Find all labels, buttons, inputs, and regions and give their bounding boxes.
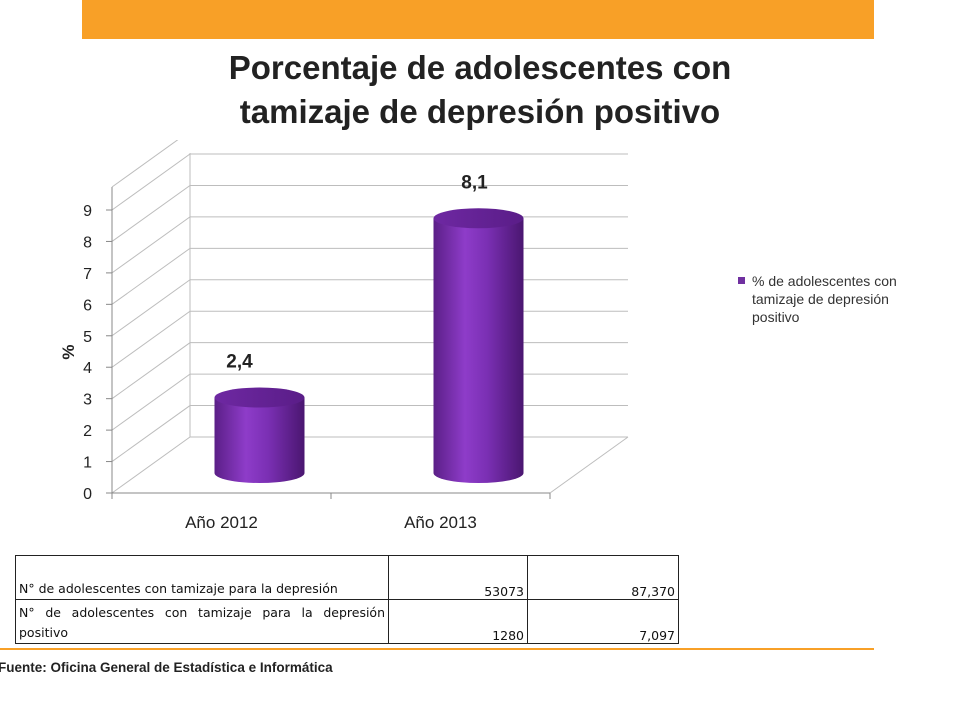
gridline	[112, 217, 628, 273]
data-label: 8,1	[461, 172, 488, 193]
table-cell-2012: 1280	[389, 600, 528, 644]
table-cell-2012: 53073	[389, 556, 528, 600]
bar-top	[434, 208, 524, 228]
x-tick-label: Año 2013	[404, 513, 477, 532]
y-tick-label: 9	[83, 203, 92, 220]
y-tick-label: 5	[83, 329, 92, 346]
y-tick-label: 7	[83, 266, 92, 283]
floor-right-edge	[550, 437, 628, 493]
y-tick-label: 0	[83, 486, 92, 503]
footer-accent-rule	[0, 648, 874, 650]
source-note: Fuente: Oficina General de Estadística e…	[0, 660, 333, 675]
gridline	[112, 374, 628, 430]
y-tick-label: 2	[83, 423, 92, 440]
page-title: Porcentaje de adolescentes con tamizaje …	[0, 46, 960, 134]
gridline	[112, 437, 628, 493]
gridline	[112, 154, 628, 210]
legend-swatch	[738, 277, 745, 284]
y-tick-label: 8	[83, 234, 92, 251]
data-label: 2,4	[226, 352, 253, 373]
y-tick-label: 3	[83, 392, 92, 409]
bar	[215, 388, 305, 483]
table-cell-2013: 7,097	[528, 600, 679, 644]
y-tick-label: 4	[83, 360, 92, 377]
bar-body	[434, 218, 524, 483]
bar	[434, 208, 524, 483]
table-row: N° de adolescentes con tamizaje para la …	[16, 556, 679, 600]
gridline	[112, 140, 190, 187]
bar-top	[215, 388, 305, 408]
table-row-label: N° de adolescentes con tamizaje para la …	[16, 600, 389, 644]
gridline	[112, 406, 628, 462]
chart: 0 1 2 3 4 5 6 7 8 9% Año 2012 Año 2013 2,4 8,1	[0, 140, 960, 540]
data-table: N° de adolescentes con tamizaje para la …	[15, 555, 679, 644]
chart-grid	[112, 140, 628, 493]
table-row: N° de adolescentes con tamizaje para la …	[16, 600, 679, 644]
chart-bars	[215, 208, 524, 483]
table-row-label: N° de adolescentes con tamizaje para la …	[16, 556, 389, 600]
table-cell-2013: 87,370	[528, 556, 679, 600]
gridline	[112, 248, 628, 304]
y-axis-title: %	[59, 344, 78, 359]
legend-label: % de adolescentes con tamizaje de depres…	[752, 272, 912, 326]
gridline	[112, 311, 628, 367]
header-accent-bar	[82, 0, 874, 39]
y-tick-label: 1	[83, 455, 92, 472]
bar-body	[215, 398, 305, 483]
gridline	[112, 280, 628, 336]
y-tick-label: 6	[83, 297, 92, 314]
gridline	[112, 185, 628, 241]
gridline	[112, 343, 628, 399]
x-tick-label: Año 2012	[185, 513, 258, 532]
